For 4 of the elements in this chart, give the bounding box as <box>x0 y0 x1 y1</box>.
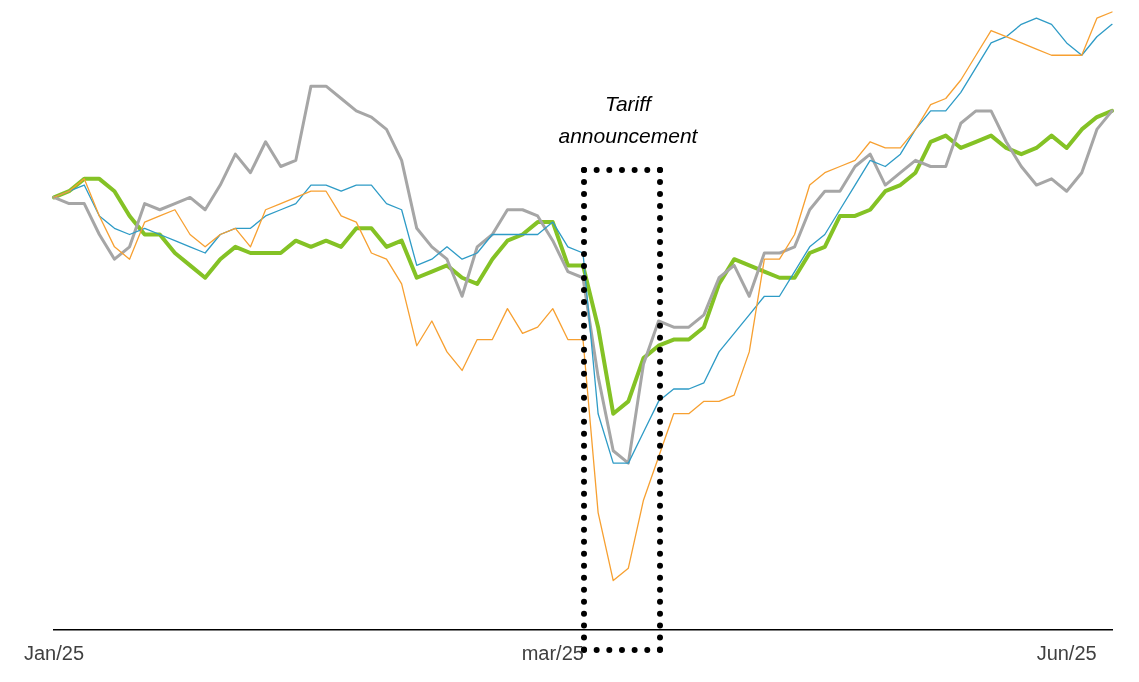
x-tick-label: Jun/25 <box>1036 641 1097 664</box>
x-tick-label: Jan/25 <box>23 641 85 664</box>
x-tick-label: mar/25 <box>521 641 584 664</box>
annotation: Tariff announcement <box>557 91 699 149</box>
